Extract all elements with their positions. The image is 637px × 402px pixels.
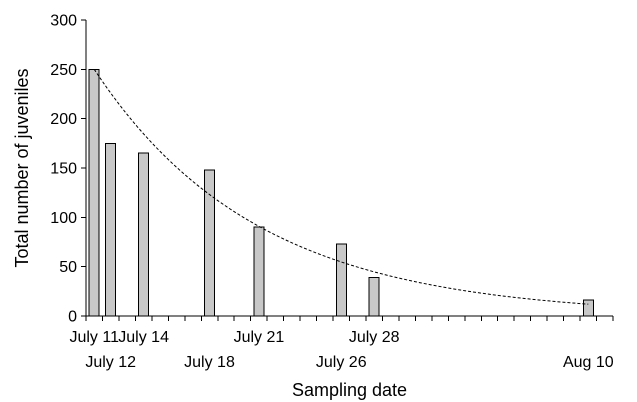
bar-july-14 [138, 152, 150, 317]
bar-july-11 [88, 68, 100, 317]
bar-series [88, 68, 594, 317]
bar-july-26 [335, 243, 347, 317]
x-tick-label: July 14 [118, 329, 169, 346]
y-tick-label: 150 [50, 161, 77, 178]
x-tick-label: Aug 10 [563, 354, 614, 371]
bar-july-21 [253, 226, 265, 317]
x-tick-label: July 21 [234, 329, 285, 346]
x-tick-label: July 11 [69, 329, 119, 346]
y-tick-label: 0 [68, 309, 77, 326]
bar-july-28 [368, 277, 380, 317]
bar-aug-10 [582, 299, 594, 317]
y-tick-label: 200 [50, 111, 77, 128]
bar-july-12 [105, 142, 117, 317]
x-axis-title: Sampling date [292, 380, 407, 400]
x-tick-label: July 26 [316, 354, 367, 371]
x-tick-label: July 18 [184, 354, 235, 371]
x-axis-ticks: July 11 July 14 July 21 July 28 July 12 July … [69, 316, 614, 371]
y-tick-label: 50 [59, 259, 77, 276]
x-tick-label: July 12 [85, 354, 136, 371]
y-axis-title: Total number of juveniles [12, 68, 32, 267]
y-tick-label: 100 [50, 210, 77, 227]
y-axis-ticks: 0 50 100 150 200 250 300 [50, 13, 86, 326]
x-tick-label: July 28 [349, 329, 400, 346]
y-tick-label: 250 [50, 62, 77, 79]
y-tick-label: 300 [50, 13, 77, 30]
